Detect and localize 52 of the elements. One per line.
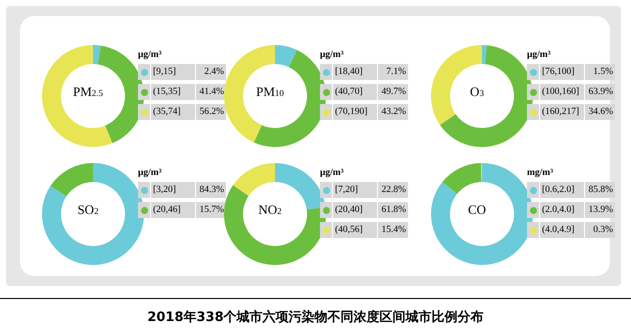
text: 2018年338个城市六项污染物不同浓度区间城市比例分布 <box>146 308 485 326</box>
legend-label: (15,35] <box>151 84 195 100</box>
donut-slice <box>482 45 487 64</box>
legend-title: μg/m³ <box>138 168 163 180</box>
data-label: 84.3% <box>196 182 226 198</box>
donut-slice <box>42 45 112 147</box>
data-label: 15.4% <box>378 222 408 238</box>
data-label: 1.5% <box>585 64 615 80</box>
data-label: 2.4% <box>196 64 226 80</box>
legend-label: [9,15] <box>151 64 195 80</box>
data-label: 49.7% <box>378 84 408 100</box>
legend-title: μg/m³ <box>527 50 552 62</box>
legend-label: [18,40] <box>333 64 377 80</box>
data-label: 22.8% <box>378 182 408 198</box>
donut-slice <box>224 185 326 265</box>
legend-label: [0.6,2.0] <box>540 182 584 198</box>
data-label: 56.2% <box>196 104 226 120</box>
donut-slice <box>233 163 275 196</box>
legend-title: mg/m³ <box>527 168 554 180</box>
legend-label: (20,40] <box>333 202 377 218</box>
legend-label: (35,74] <box>151 104 195 120</box>
data-label: 34.6% <box>585 104 615 120</box>
legend-label: (20,46] <box>151 202 195 218</box>
data-label: 43.2% <box>378 104 408 120</box>
legend-title: μg/m³ <box>320 168 345 180</box>
legend-label: (70,190] <box>333 104 377 120</box>
donut-slice <box>50 163 93 196</box>
legend-label: (160,217] <box>540 104 584 120</box>
legend-label: (40,70] <box>333 84 377 100</box>
donut-slice <box>442 163 482 194</box>
legend-label: (4.0,4.9] <box>540 222 584 238</box>
legend-title: μg/m³ <box>320 50 345 62</box>
data-label: 0.3% <box>585 222 615 238</box>
legend-label: [7,20] <box>333 182 377 198</box>
data-label: 63.9% <box>585 84 615 100</box>
data-label: 41.4% <box>196 84 226 100</box>
legend-label: (2.0,4.0] <box>540 202 584 218</box>
legend-title: μg/m³ <box>138 50 163 62</box>
data-label: 85.8% <box>585 182 615 198</box>
legend-label: [3,20] <box>151 182 195 198</box>
legend-label: (40,56] <box>333 222 377 238</box>
donut-slice <box>275 45 298 68</box>
data-label: 15.7% <box>196 202 226 218</box>
data-label: 61.8% <box>378 202 408 218</box>
donut-slice <box>224 45 275 142</box>
legend-label: (100,160] <box>540 84 584 100</box>
donut-slice <box>431 45 482 125</box>
donut-slice <box>93 45 101 64</box>
legend-label: [76,100] <box>540 64 584 80</box>
text: CO <box>468 202 486 216</box>
data-label: 13.9% <box>585 202 615 218</box>
data-label: 7.1% <box>378 64 408 80</box>
